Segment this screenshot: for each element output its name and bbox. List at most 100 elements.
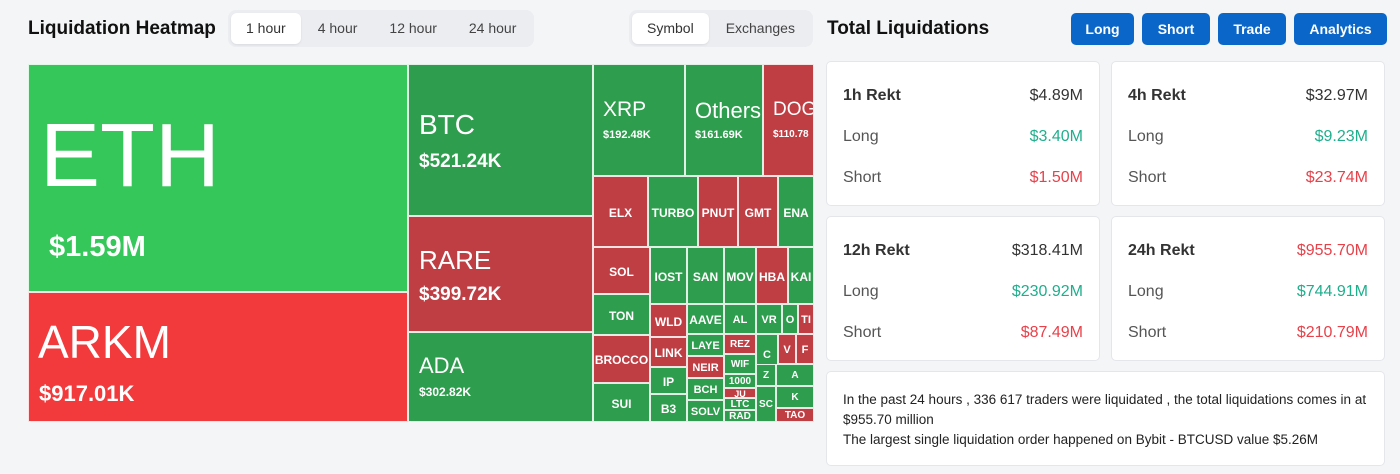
heatmap-tile-small[interactable]: SOL bbox=[593, 247, 650, 294]
heatmap-tile-ada[interactable]: ADA $302.82K bbox=[408, 332, 593, 422]
tab-symbol[interactable]: Symbol bbox=[632, 13, 709, 44]
heatmap-tile-small[interactable]: SAN bbox=[687, 247, 724, 304]
heatmap-tile-small[interactable]: IOST bbox=[650, 247, 687, 304]
tab-4-hour[interactable]: 4 hour bbox=[317, 20, 358, 36]
tile-symbol: F bbox=[801, 343, 809, 356]
heatmap-tile-small[interactable]: TAO bbox=[776, 408, 814, 422]
rekt-row-label: Long bbox=[843, 128, 879, 145]
tile-value: $110.78 bbox=[773, 129, 809, 140]
heatmap-tile-small[interactable]: Z bbox=[756, 364, 776, 386]
rekt-short-row: Short $23.74M bbox=[1128, 169, 1368, 187]
tile-symbol: TON bbox=[608, 308, 635, 323]
heatmap-tile-small[interactable]: B3 bbox=[650, 394, 687, 422]
heatmap-tile-small[interactable]: WIF bbox=[724, 354, 756, 374]
tab-1-hour[interactable]: 1 hour bbox=[231, 13, 301, 44]
heatmap-tile-small[interactable]: O bbox=[782, 304, 798, 334]
tab-12-hour[interactable]: 12 hour bbox=[389, 20, 437, 36]
tile-symbol: SC bbox=[759, 399, 773, 410]
heatmap-tile-small[interactable]: A bbox=[776, 364, 814, 386]
heatmap-tile-small[interactable]: K bbox=[776, 386, 814, 408]
heatmap-tile-arkm[interactable]: ARKM $917.01K bbox=[28, 292, 408, 422]
tile-symbol: AAVE bbox=[689, 313, 722, 327]
heatmap-tile-small[interactable]: VR bbox=[756, 304, 782, 334]
summary-line-traders: In the past 24 hours , 336 617 traders w… bbox=[843, 392, 1367, 427]
heatmap-tile-others[interactable]: Others $161.69K bbox=[685, 64, 763, 176]
tile-symbol: Others bbox=[695, 98, 762, 123]
heatmap-tile-small[interactable]: F bbox=[796, 334, 814, 364]
heatmap-tile-small[interactable]: TON bbox=[593, 294, 650, 335]
rekt-card: 12h Rekt $318.41M Long $230.92M Short $87.49M bbox=[826, 216, 1100, 361]
view-selector: Symbol Exchanges bbox=[629, 10, 813, 47]
heatmap-tile-rare[interactable]: RARE $399.72K bbox=[408, 216, 593, 332]
tile-value: $399.72K bbox=[419, 284, 502, 305]
tile-symbol: TI bbox=[801, 313, 811, 326]
heatmap-tile-small[interactable]: TURBO bbox=[648, 176, 698, 247]
heatmap-tile-small[interactable]: RAD bbox=[724, 410, 756, 422]
heatmap-tile-small[interactable]: LTC bbox=[724, 398, 756, 410]
heatmap-tile-small[interactable]: REZ bbox=[724, 334, 756, 354]
heatmap-tile-small[interactable]: AAVE bbox=[687, 304, 724, 334]
tile-symbol: A bbox=[791, 370, 799, 381]
heatmap-tile-small[interactable]: SC bbox=[756, 386, 776, 422]
rekt-row-label: Short bbox=[1128, 324, 1167, 341]
heatmap-tile-small[interactable]: LAYE bbox=[687, 334, 724, 356]
tile-symbol: DOG bbox=[773, 99, 814, 120]
rekt-row-value: $210.79M bbox=[1296, 324, 1368, 341]
tile-symbol: SUI bbox=[611, 396, 632, 411]
heatmap-tile-eth[interactable]: ETH $1.59M bbox=[28, 64, 408, 292]
tile-symbol: IP bbox=[662, 374, 675, 389]
heatmap-tile-small[interactable]: ENA bbox=[778, 176, 814, 247]
heatmap-tile-small[interactable]: SOLV bbox=[687, 400, 724, 422]
rekt-long-row: Long $230.92M bbox=[843, 283, 1083, 301]
rekt-row-label: Short bbox=[1128, 169, 1167, 186]
tile-symbol: TURBO bbox=[651, 205, 695, 220]
rekt-row-value: $87.49M bbox=[1020, 324, 1083, 341]
heatmap-tile-small[interactable]: AL bbox=[724, 304, 756, 334]
heatmap-tile-small[interactable]: GMT bbox=[738, 176, 778, 247]
heatmap-tile-small[interactable]: TI bbox=[798, 304, 814, 334]
tile-symbol: 1000 bbox=[728, 376, 752, 387]
rekt-total-row: 12h Rekt $318.41M bbox=[843, 242, 1083, 260]
heatmap-tile-small[interactable]: SUI bbox=[593, 383, 650, 422]
heatmap-tile-small[interactable]: BROCCO bbox=[593, 335, 650, 383]
heatmap-tile-small[interactable]: IP bbox=[650, 367, 687, 394]
heatmap-tile-small[interactable]: LINK bbox=[650, 337, 687, 367]
heatmap-tile-small[interactable]: BCH bbox=[687, 378, 724, 400]
heatmap-tile-xrp[interactable]: XRP $192.48K bbox=[593, 64, 685, 176]
liquidation-heatmap: ETH $1.59M ARKM $917.01K BTC $521.24K RA… bbox=[28, 64, 814, 422]
heatmap-tile-small[interactable]: HBA bbox=[756, 247, 788, 304]
tile-value: $1.59M bbox=[49, 231, 146, 263]
summary-line-largest-order: The largest single liquidation order hap… bbox=[843, 432, 1319, 447]
tile-value: $521.24K bbox=[419, 151, 502, 172]
tile-symbol: K bbox=[791, 392, 799, 403]
heatmap-tile-small[interactable]: V bbox=[778, 334, 796, 364]
rekt-row-value: $4.89M bbox=[1029, 87, 1083, 104]
rekt-row-value: $744.91M bbox=[1296, 283, 1368, 300]
heatmap-tile-small[interactable]: MOV bbox=[724, 247, 756, 304]
trade-button[interactable]: Trade bbox=[1218, 13, 1286, 45]
heatmap-tile-doge[interactable]: DOG $110.78 bbox=[763, 64, 814, 176]
heatmap-tile-small[interactable]: WLD bbox=[650, 304, 687, 337]
tab-exchanges[interactable]: Exchanges bbox=[725, 20, 795, 36]
heatmap-tile-small[interactable]: NEIR bbox=[687, 356, 724, 378]
analytics-button[interactable]: Analytics bbox=[1294, 13, 1387, 45]
tile-symbol: JU bbox=[734, 389, 746, 398]
long-button[interactable]: Long bbox=[1071, 13, 1134, 45]
rekt-row-label: Short bbox=[843, 324, 882, 341]
heatmap-tile-small[interactable]: 1000 bbox=[724, 374, 756, 388]
heatmap-tile-btc[interactable]: BTC $521.24K bbox=[408, 64, 593, 216]
tab-24-hour[interactable]: 24 hour bbox=[468, 20, 517, 36]
tile-symbol: ELX bbox=[608, 205, 633, 220]
rekt-long-row: Long $744.91M bbox=[1128, 283, 1368, 301]
short-button[interactable]: Short bbox=[1142, 13, 1210, 45]
heatmap-tile-small[interactable]: PNUT bbox=[698, 176, 738, 247]
rekt-row-label: Long bbox=[1128, 283, 1164, 300]
heatmap-tile-small[interactable]: ELX bbox=[593, 176, 648, 247]
heatmap-tile-small[interactable]: KAI bbox=[788, 247, 814, 304]
rekt-row-label: Short bbox=[843, 169, 882, 186]
rekt-row-value: $9.23M bbox=[1314, 128, 1368, 145]
rekt-row-value: $955.70M bbox=[1296, 242, 1368, 259]
tile-symbol: BTC bbox=[419, 109, 475, 140]
tile-value: $917.01K bbox=[39, 381, 135, 406]
heatmap-tile-small[interactable]: JU bbox=[724, 388, 756, 398]
